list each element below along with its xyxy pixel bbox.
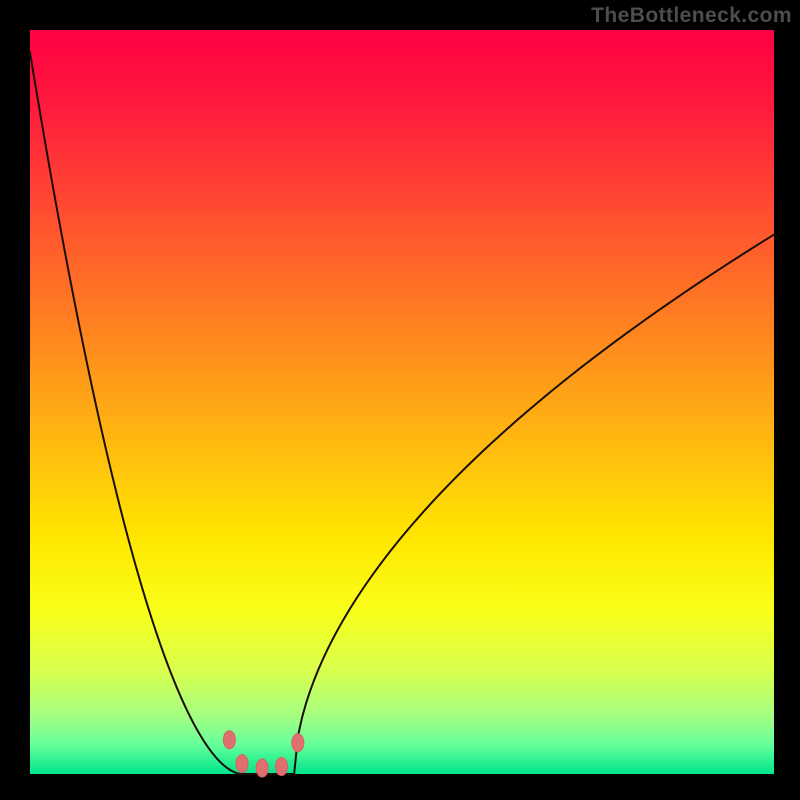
- bottom-marker: [223, 731, 235, 749]
- bottom-marker: [292, 734, 304, 752]
- plot-gradient-background: [30, 30, 774, 774]
- bottom-marker: [236, 755, 248, 773]
- chart-canvas: TheBottleneck.com: [0, 0, 800, 800]
- watermark-text: TheBottleneck.com: [591, 4, 792, 28]
- bottom-marker: [256, 759, 268, 777]
- bottom-marker: [275, 758, 287, 776]
- bottleneck-chart-svg: [0, 0, 800, 800]
